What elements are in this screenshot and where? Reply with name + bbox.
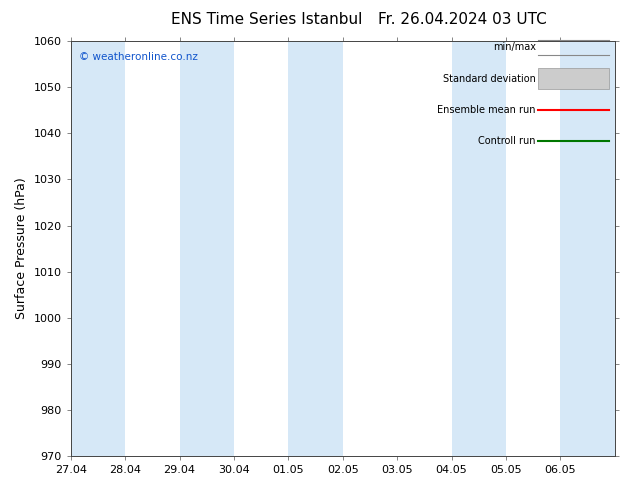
Bar (560, 41, 615, 456)
Text: © weatheronline.co.nz: © weatheronline.co.nz (79, 51, 198, 62)
Bar (538, 68, 609, 89)
Text: ENS Time Series Istanbul: ENS Time Series Istanbul (171, 12, 362, 27)
Y-axis label: Surface Pressure (hPa): Surface Pressure (hPa) (15, 178, 28, 319)
Text: Controll run: Controll run (479, 136, 536, 146)
Bar (71, 41, 125, 456)
Text: Ensemble mean run: Ensemble mean run (437, 105, 536, 115)
Text: min/max: min/max (493, 43, 536, 52)
Bar (288, 41, 343, 456)
Text: Standard deviation: Standard deviation (443, 74, 536, 83)
Text: Fr. 26.04.2024 03 UTC: Fr. 26.04.2024 03 UTC (378, 12, 547, 27)
Bar (451, 41, 506, 456)
Bar (179, 41, 234, 456)
